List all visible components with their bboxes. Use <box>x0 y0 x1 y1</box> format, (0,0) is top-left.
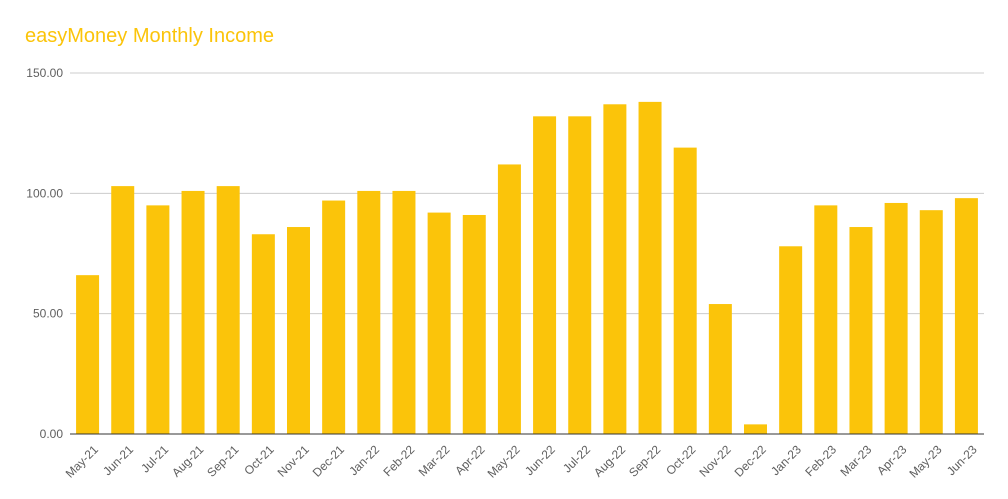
x-tick-label: Feb-23 <box>802 442 839 479</box>
bar-jul-22 <box>568 116 592 434</box>
bar-jul-21 <box>146 205 170 434</box>
bar-apr-22 <box>462 214 486 434</box>
x-tick-label: Nov-22 <box>696 442 733 479</box>
x-tick-label: May-22 <box>485 442 523 480</box>
bar-may-21 <box>76 275 100 434</box>
bar-jan-23 <box>779 246 803 434</box>
bar-may-23 <box>919 210 943 434</box>
x-tick-label: Oct-21 <box>241 442 277 478</box>
bar-feb-22 <box>392 190 416 434</box>
y-tick-label: 150.00 <box>26 66 63 80</box>
x-tick-label: Feb-22 <box>381 442 418 479</box>
x-tick-label: Jan-22 <box>346 442 382 478</box>
x-tick-label: Jun-21 <box>100 442 136 478</box>
bar-jun-22 <box>533 116 557 434</box>
x-tick-label: Jun-22 <box>522 442 558 478</box>
bar-may-22 <box>497 164 521 434</box>
bar-jun-23 <box>954 198 978 434</box>
bar-mar-22 <box>427 212 451 434</box>
x-tick-label: Oct-22 <box>663 442 699 478</box>
bar-sep-22 <box>638 101 662 434</box>
bar-aug-21 <box>181 190 205 434</box>
x-tick-label: Apr-23 <box>874 442 910 478</box>
x-tick-label: Aug-21 <box>169 442 206 479</box>
bar-nov-22 <box>708 304 732 434</box>
bar-jan-22 <box>357 190 381 434</box>
x-tick-label: Nov-21 <box>275 442 312 479</box>
x-tick-label: Mar-23 <box>838 442 875 479</box>
x-tick-label: Sep-21 <box>204 442 241 479</box>
y-axis-ticks: 0.00 50.00 100.00 150.00 <box>26 66 63 441</box>
bar-oct-22 <box>673 147 697 435</box>
x-tick-label: Jul-22 <box>560 442 593 475</box>
bar-feb-23 <box>814 205 838 434</box>
bar-oct-21 <box>251 234 275 434</box>
x-tick-label: Mar-22 <box>416 442 453 479</box>
y-tick-label: 100.00 <box>26 186 63 200</box>
bar-aug-22 <box>603 104 627 434</box>
bar-dec-21 <box>322 200 346 434</box>
x-tick-label: Dec-22 <box>732 442 769 479</box>
y-tick-label: 0.00 <box>40 427 64 441</box>
bar-apr-23 <box>884 202 908 434</box>
x-tick-label: Apr-22 <box>452 442 488 478</box>
x-tick-label: May-21 <box>63 442 101 480</box>
x-tick-label: Dec-21 <box>310 442 347 479</box>
x-tick-label: Jun-23 <box>944 442 980 478</box>
bar-sep-21 <box>216 186 240 434</box>
bar-jun-21 <box>111 186 135 434</box>
x-tick-label: Jan-23 <box>768 442 804 478</box>
x-tick-label: Aug-22 <box>591 442 628 479</box>
bars <box>76 101 978 435</box>
x-tick-label: May-23 <box>906 442 944 480</box>
y-tick-label: 50.00 <box>33 307 63 321</box>
x-tick-label: Sep-22 <box>626 442 663 479</box>
bar-nov-21 <box>287 227 310 434</box>
bar-dec-22 <box>744 424 767 434</box>
x-tick-label: Jul-21 <box>138 442 171 475</box>
chart-title: easyMoney Monthly Income <box>25 25 275 47</box>
gridlines <box>70 72 984 315</box>
bar-mar-23 <box>849 227 873 434</box>
